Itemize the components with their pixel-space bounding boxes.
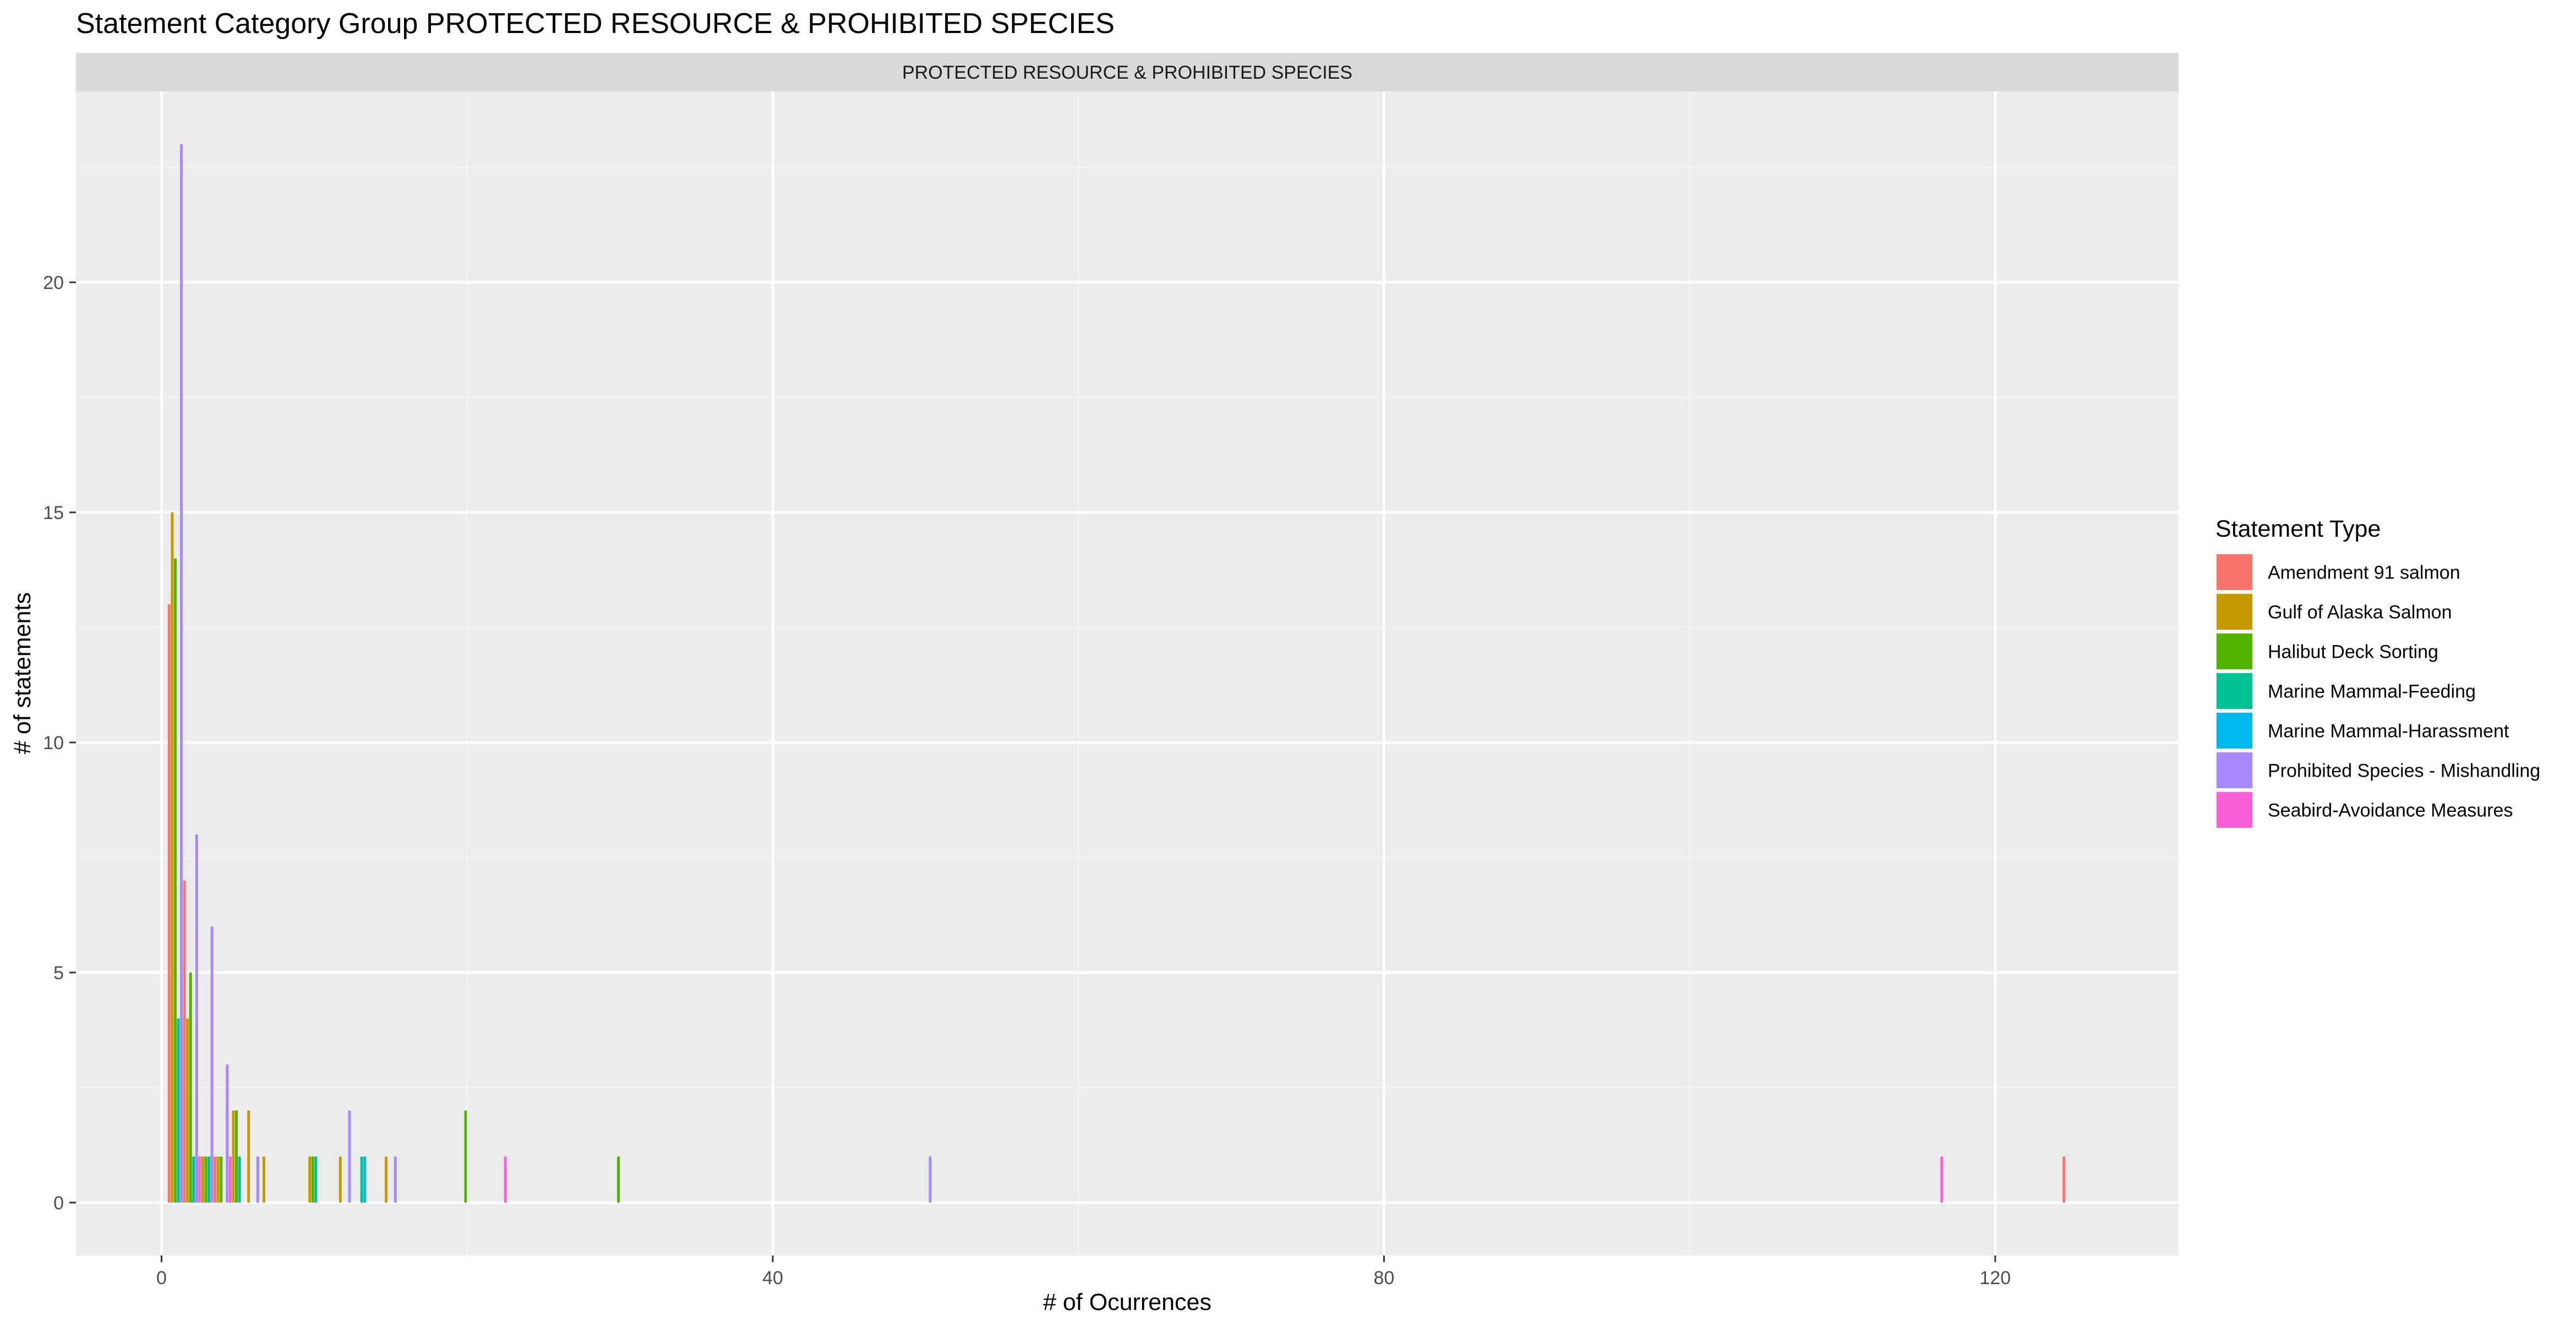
bar <box>363 1156 367 1203</box>
bar <box>171 512 174 1203</box>
bar <box>1940 1156 1944 1203</box>
legend-item: Halibut Deck Sorting <box>2215 632 2438 670</box>
bar <box>183 880 186 1203</box>
legend-label: Halibut Deck Sorting <box>2268 642 2438 663</box>
x-tick-label: 120 <box>1979 1268 2011 1289</box>
y-tick-label: 10 <box>43 733 64 754</box>
bar <box>262 1156 265 1203</box>
bar <box>189 972 192 1203</box>
y-axis: 0 5 10 15 20 <box>43 272 76 1214</box>
x-tick-label: 0 <box>156 1268 167 1289</box>
bar <box>180 144 183 1203</box>
bar <box>208 1156 211 1203</box>
legend-label: Marine Mammal-Feeding <box>2268 681 2476 702</box>
bar <box>348 1110 351 1203</box>
legend-key-swatch <box>2217 713 2252 749</box>
legend-item: Marine Mammal-Harassment <box>2215 712 2509 750</box>
legend-item: Prohibited Species - Mishandling <box>2215 751 2540 789</box>
legend-item: Marine Mammal-Feeding <box>2215 672 2476 710</box>
bar <box>195 834 198 1203</box>
bar <box>214 1156 217 1203</box>
bar <box>464 1110 467 1203</box>
legend-key-swatch <box>2217 634 2252 669</box>
bar <box>228 1156 232 1203</box>
legend-key-swatch <box>2217 752 2252 788</box>
bar <box>186 1018 189 1203</box>
bar <box>204 1156 208 1203</box>
bar <box>232 1110 235 1203</box>
bar <box>617 1156 620 1203</box>
bar <box>360 1156 363 1203</box>
bar <box>2062 1156 2066 1203</box>
legend-items: Amendment 91 salmon Gulf of Alaska Salmon… <box>2215 553 2540 829</box>
legend-key-swatch <box>2217 792 2252 828</box>
x-tick-label: 40 <box>762 1268 783 1289</box>
legend-key-swatch <box>2217 594 2252 630</box>
y-tick-label: 0 <box>53 1193 64 1214</box>
legend-label: Amendment 91 salmon <box>2268 563 2460 583</box>
bar <box>929 1156 932 1203</box>
facet-strip <box>76 53 2179 91</box>
plot-panel <box>76 91 2179 1256</box>
y-tick-label: 15 <box>43 503 64 523</box>
x-axis-title: # of Ocurrences <box>1043 1289 1211 1315</box>
bar <box>198 1156 201 1203</box>
legend: Statement Type Amendment 91 salmon Gulf o… <box>2215 516 2540 829</box>
chart-title: Statement Category Group PROTECTED RESOU… <box>76 8 1115 40</box>
bar <box>314 1156 318 1203</box>
legend-label: Marine Mammal-Harassment <box>2268 721 2509 742</box>
facet-strip-label: PROTECTED RESOURCE & PROHIBITED SPECIES <box>902 62 1352 83</box>
bar <box>216 1156 220 1203</box>
bar <box>256 1156 259 1203</box>
bar <box>308 1156 312 1203</box>
bar <box>167 604 171 1203</box>
bar <box>385 1156 388 1203</box>
bar <box>234 1110 238 1203</box>
bar <box>394 1156 397 1203</box>
legend-label: Seabird-Avoidance Measures <box>2268 800 2513 821</box>
y-axis-title: # of statements <box>9 592 36 754</box>
bars <box>167 144 2066 1203</box>
y-tick-label: 5 <box>53 963 64 984</box>
bar <box>226 1065 229 1203</box>
bar <box>177 1018 180 1203</box>
bar <box>504 1156 507 1203</box>
legend-key-swatch <box>2217 554 2252 590</box>
legend-title: Statement Type <box>2215 516 2381 542</box>
bar <box>192 1156 195 1203</box>
bar <box>247 1110 250 1203</box>
minor-gridlines <box>76 91 2179 1256</box>
legend-label: Prohibited Species - Mishandling <box>2268 761 2540 782</box>
legend-item: Seabird-Avoidance Measures <box>2215 791 2513 829</box>
legend-item: Amendment 91 salmon <box>2215 553 2460 591</box>
bar <box>210 926 214 1203</box>
x-tick-label: 80 <box>1373 1268 1394 1289</box>
bar <box>339 1156 342 1203</box>
bar <box>220 1156 223 1203</box>
x-axis: 0 40 80 120 <box>156 1256 2011 1289</box>
bar <box>238 1156 241 1203</box>
bar <box>201 1156 204 1203</box>
legend-item: Gulf of Alaska Salmon <box>2215 593 2452 631</box>
bar <box>173 558 177 1203</box>
y-tick-label: 20 <box>43 272 64 293</box>
legend-label: Gulf of Alaska Salmon <box>2268 602 2452 623</box>
legend-key-swatch <box>2217 673 2252 709</box>
bar <box>311 1156 314 1203</box>
major-gridlines <box>76 91 2179 1256</box>
